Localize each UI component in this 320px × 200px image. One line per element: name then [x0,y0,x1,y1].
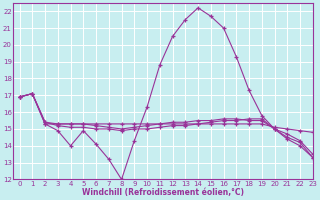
X-axis label: Windchill (Refroidissement éolien,°C): Windchill (Refroidissement éolien,°C) [82,188,244,197]
